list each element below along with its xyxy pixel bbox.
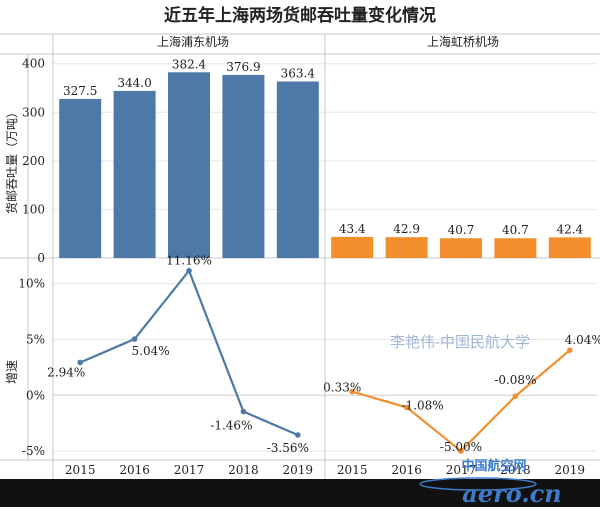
x-tick-label: 2016 (391, 463, 422, 477)
chart-labels: 0 100 200 300 400 327.5 344.0 382.4 376.9 363.4 43… (18, 57, 600, 477)
bar-hongqiao (548, 237, 591, 258)
bar-value-label: 327.5 (63, 84, 97, 98)
logo-swoosh (419, 477, 537, 491)
line-y-tick-label: 10% (18, 277, 45, 291)
growth-point (295, 432, 301, 438)
bar-value-label: 40.7 (448, 223, 475, 237)
bar-pudong (113, 90, 156, 259)
bar-value-label: 376.9 (226, 60, 260, 74)
bar-pudong (59, 98, 102, 258)
growth-value-label: 2.94% (47, 365, 85, 379)
bar-hongqiao (440, 238, 482, 258)
bar-y-tick-label: 100 (22, 202, 45, 216)
growth-value-label: 0.33% (323, 381, 361, 395)
bar-hongqiao (385, 237, 428, 258)
bar-hongqiao (494, 238, 537, 258)
logo-text-bottom: aero.cn (462, 479, 561, 507)
growth-value-label: -5.00% (440, 440, 482, 454)
growth-value-label: 4.04% (565, 333, 600, 347)
bar-pudong (222, 74, 265, 258)
growth-point (512, 393, 519, 399)
bar-pudong (276, 81, 319, 259)
growth-value-label: -3.56% (267, 441, 309, 455)
growth-value-label: -1.46% (210, 419, 252, 433)
bar-y-tick-label: 200 (22, 154, 45, 168)
x-tick-label: 2017 (174, 463, 205, 477)
x-tick-label: 2015 (337, 463, 368, 477)
bar-hongqiao (331, 236, 374, 258)
growth-point (131, 336, 138, 342)
line-y-tick-label: -5% (22, 444, 45, 458)
growth-line-pudong (79, 268, 299, 437)
x-tick-label: 2019 (283, 463, 314, 477)
growth-point (349, 388, 356, 395)
panel-header-pudong: 上海浦东机场 (157, 34, 229, 49)
growth-point (458, 448, 464, 454)
bar-value-label: 42.4 (556, 222, 583, 236)
bar-y-tick-label: 300 (22, 105, 45, 119)
line-y-tick-label: 5% (26, 332, 45, 346)
line-y-tick-label: 0% (26, 388, 45, 402)
growth-point (567, 347, 573, 353)
growth-point (77, 359, 83, 366)
bar-value-label: 344.0 (117, 76, 151, 90)
line-y-axis-label: 增速 (5, 360, 19, 384)
panel-header-hongqiao: 上海虹桥机场 (427, 34, 499, 49)
bar-value-label: 40.7 (502, 223, 529, 237)
bar-pudong (168, 72, 210, 259)
bar-value-label: 363.4 (281, 66, 316, 80)
x-tick-label: 2016 (119, 463, 150, 477)
chart-marks (59, 72, 591, 454)
chart-title: 近五年上海两场货邮吞吐量变化情况 (164, 5, 436, 26)
growth-line-hongqiao (351, 349, 571, 453)
x-tick-label: 2015 (65, 463, 96, 477)
watermark-text: 李艳伟-中国民航大学 (390, 333, 530, 351)
bar-value-label: 382.4 (172, 57, 207, 71)
growth-value-label: 11.16% (166, 254, 212, 268)
bar-value-label: 43.4 (339, 222, 366, 236)
growth-point (186, 267, 192, 274)
growth-value-label: 5.04% (132, 344, 170, 358)
bar-value-label: 42.9 (393, 222, 420, 236)
bar-y-axis-label: 货邮吞吐量（万吨） (4, 106, 19, 214)
growth-point (240, 408, 247, 415)
x-tick-label: 2019 (555, 463, 586, 477)
aero-logo: 中国航空网 aero.cn (419, 458, 562, 508)
growth-value-label: -0.08% (494, 373, 536, 387)
x-tick-label: 2018 (500, 463, 531, 477)
logo-text-top: 中国航空网 (461, 458, 526, 474)
x-tick-label: 2018 (228, 463, 259, 477)
bar-y-tick-label: 400 (22, 57, 45, 71)
growth-value-label: -1.08% (402, 398, 444, 412)
growth-point (403, 404, 410, 411)
x-tick-label: 2017 (446, 463, 477, 477)
footer-band (0, 479, 600, 507)
bar-y-tick-label: 0 (37, 251, 45, 265)
